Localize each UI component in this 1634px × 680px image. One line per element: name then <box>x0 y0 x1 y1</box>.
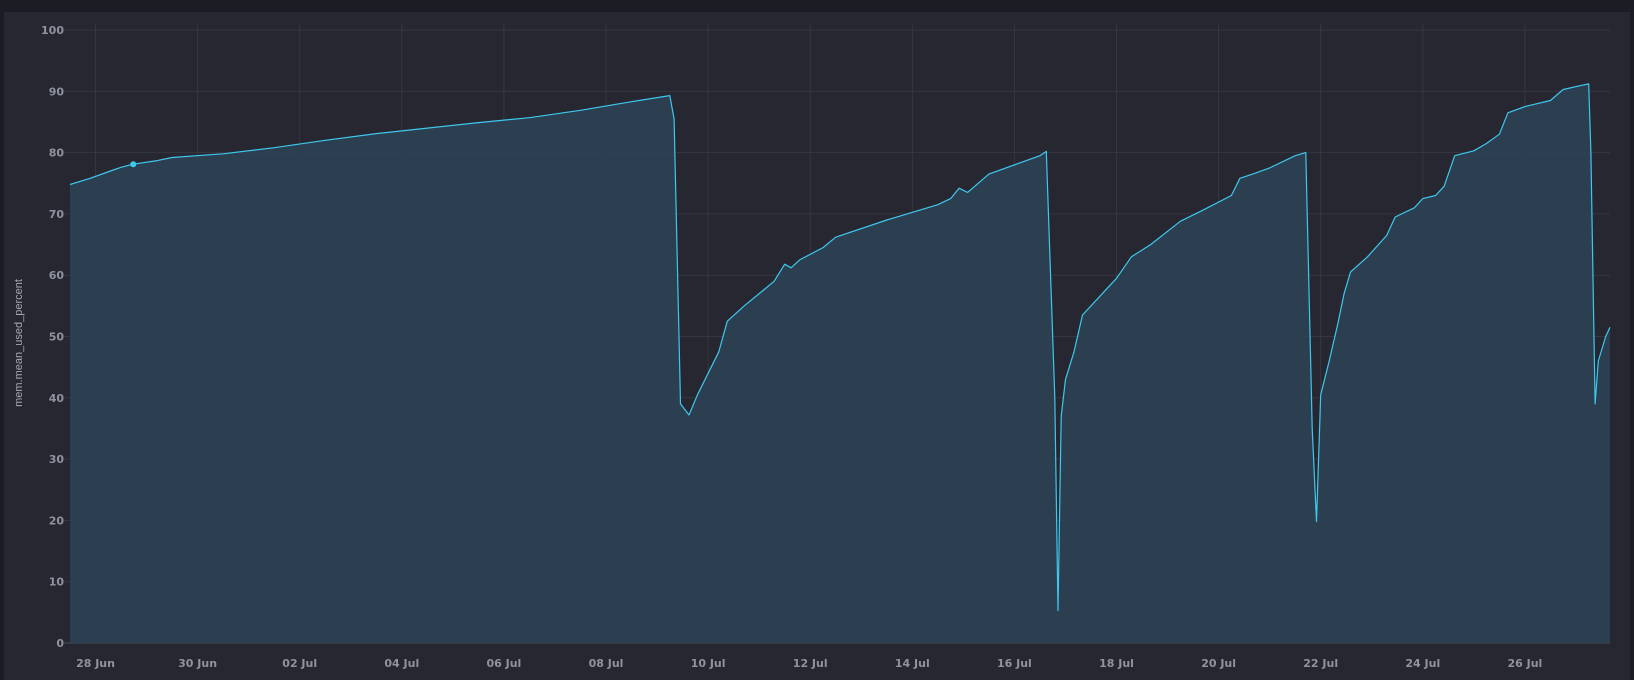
x-tick-label: 18 Jul <box>1099 657 1134 670</box>
y-axis-title: mem.mean_used_percent <box>13 279 25 407</box>
x-tick-label: 24 Jul <box>1405 657 1440 670</box>
y-tick-label: 40 <box>49 392 65 405</box>
y-tick-label: 100 <box>41 24 64 37</box>
highlight-point[interactable] <box>130 161 137 168</box>
x-tick-label: 14 Jul <box>895 657 930 670</box>
y-tick-label: 70 <box>49 208 65 221</box>
series-area-fill <box>70 83 1610 643</box>
x-tick-label: 06 Jul <box>487 657 522 670</box>
x-tick-label: 12 Jul <box>793 657 828 670</box>
axis-ticks: 28 Jun 30 Jun 02 Jul 04 Jul 06 Jul 08 Jul 10 J… <box>41 24 1542 670</box>
y-tick-label: 30 <box>49 453 65 466</box>
x-tick-label: 08 Jul <box>589 657 624 670</box>
x-tick-label: 16 Jul <box>997 657 1032 670</box>
y-tick-label: 80 <box>49 147 65 160</box>
y-tick-label: 90 <box>49 85 65 98</box>
x-tick-label: 10 Jul <box>691 657 726 670</box>
series-area <box>69 83 1611 643</box>
x-tick-label: 04 Jul <box>384 657 419 670</box>
x-tick-label: 26 Jul <box>1507 657 1542 670</box>
y-tick-label: 60 <box>49 269 65 282</box>
x-tick-label: 02 Jul <box>282 657 317 670</box>
series-line <box>69 83 1611 612</box>
x-tick-label: 28 Jun <box>76 657 115 670</box>
y-tick-label: 20 <box>49 514 65 527</box>
y-tick-label: 0 <box>56 637 64 650</box>
x-tick-label: 30 Jun <box>178 657 217 670</box>
x-tick-label: 20 Jul <box>1201 657 1236 670</box>
y-tick-label: 50 <box>49 331 65 344</box>
y-tick-label: 10 <box>49 576 65 589</box>
x-tick-label: 22 Jul <box>1303 657 1338 670</box>
